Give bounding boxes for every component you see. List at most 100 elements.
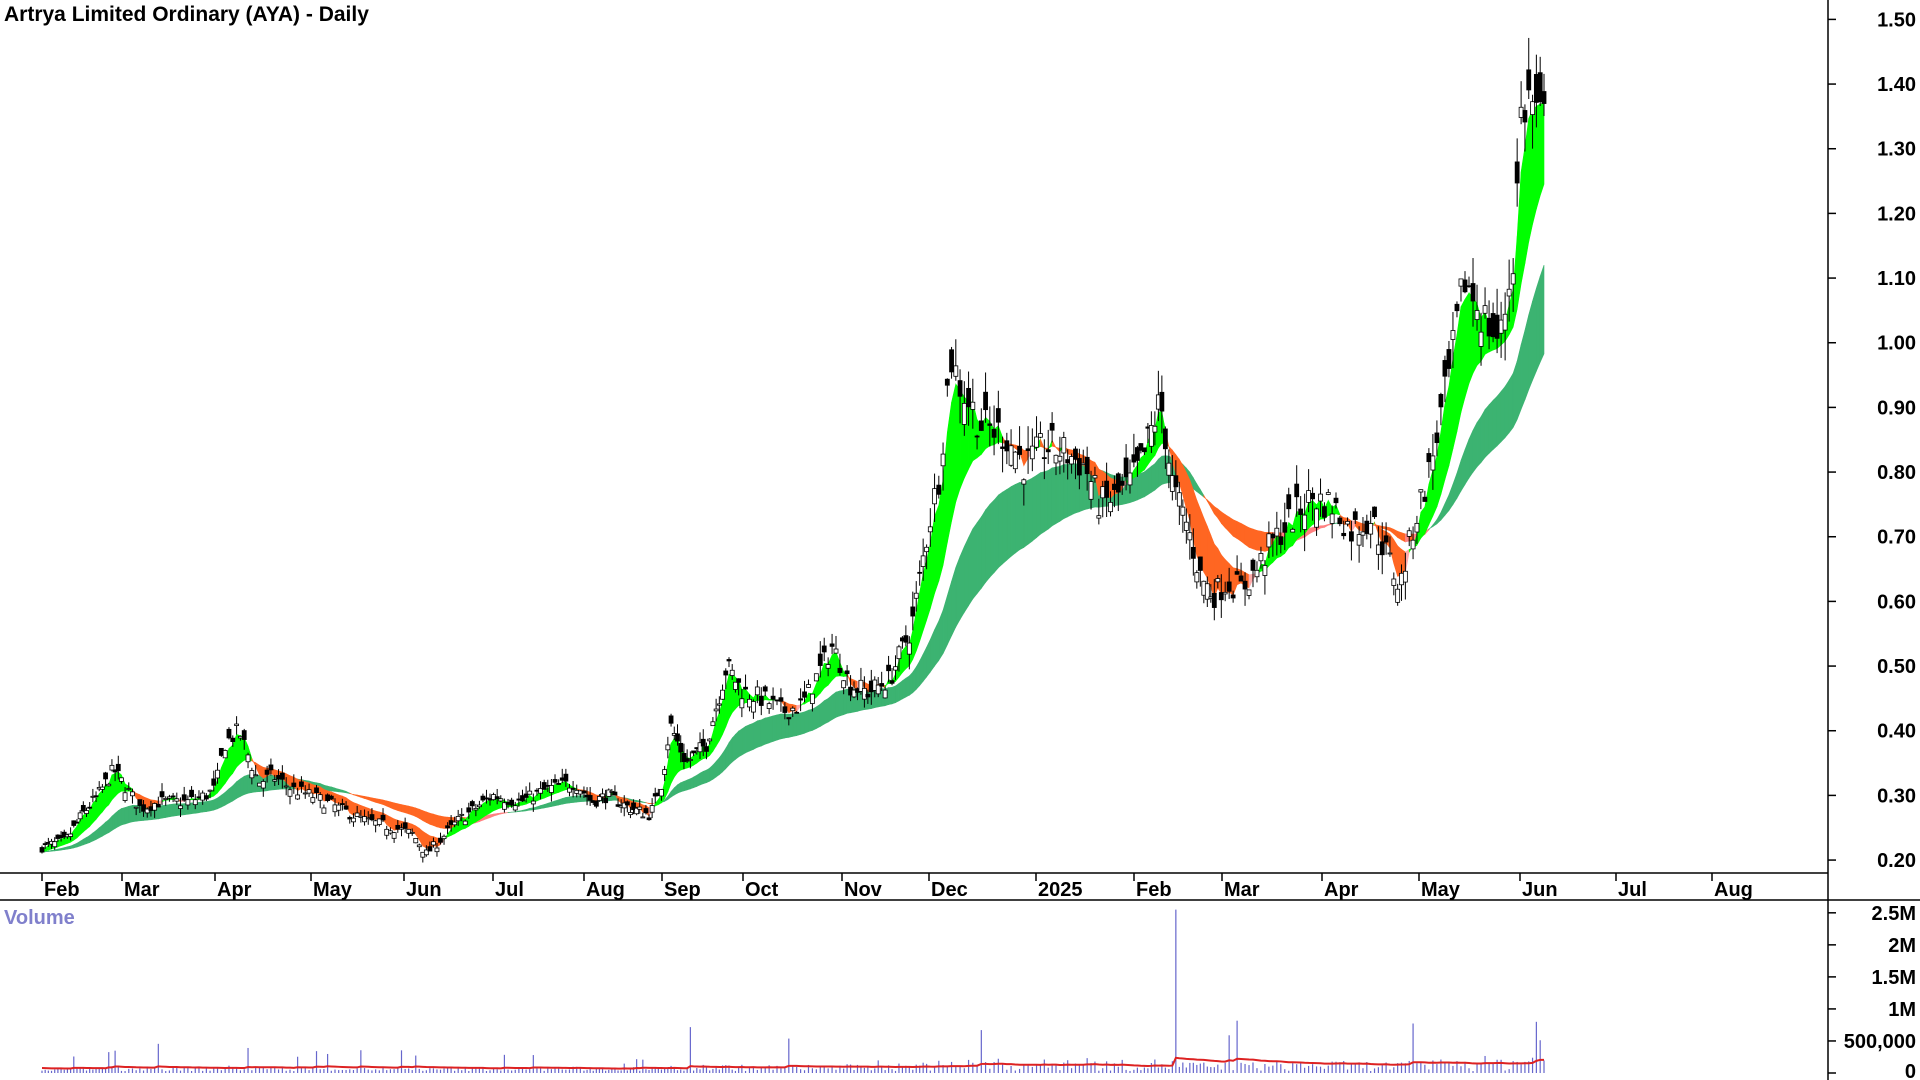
candle <box>821 637 827 662</box>
candle <box>970 378 976 429</box>
candle <box>882 686 888 699</box>
candle <box>1364 514 1370 540</box>
long-term-band-segment <box>390 801 395 810</box>
long-term-band-segment <box>371 797 376 803</box>
candle <box>1518 81 1524 125</box>
long-term-band-segment <box>561 797 567 805</box>
candle <box>1314 507 1319 536</box>
long-term-band-segment <box>1432 518 1438 528</box>
long-term-band-segment <box>1260 530 1266 552</box>
candle <box>119 777 124 784</box>
candle <box>983 372 988 423</box>
short-term-band-segment <box>922 560 927 631</box>
long-term-band-segment <box>51 849 56 852</box>
long-term-band-segment <box>959 546 965 621</box>
candle <box>643 805 649 815</box>
short-term-band-segment <box>1221 553 1226 595</box>
long-term-band-segment <box>1002 488 1008 565</box>
short-term-band-segment <box>255 762 260 775</box>
candle <box>1458 278 1464 302</box>
long-term-band-segment <box>565 796 570 804</box>
candle <box>1088 470 1094 510</box>
y-tick-label: 0.80 <box>1877 462 1916 484</box>
candle <box>1391 572 1397 596</box>
short-term-band-segment <box>98 789 103 817</box>
short-term-band-segment <box>1516 171 1522 310</box>
long-term-band-segment <box>345 790 351 795</box>
long-term-band-segment <box>221 791 226 808</box>
candle <box>336 802 342 817</box>
candle <box>295 787 301 800</box>
candle <box>662 765 668 782</box>
short-term-band-segment <box>472 809 477 825</box>
long-term-band-segment <box>728 737 733 766</box>
candle <box>837 653 843 676</box>
y-tick-label: 0.20 <box>1877 850 1916 872</box>
long-term-band-segment <box>753 720 758 750</box>
candle <box>1025 426 1031 474</box>
long-term-band-segment <box>712 760 717 780</box>
long-term-band-segment <box>922 647 927 683</box>
long-term-band-segment <box>349 792 354 796</box>
candle <box>1442 355 1448 403</box>
long-term-band-segment <box>1456 460 1462 500</box>
long-term-band-segment <box>114 809 119 830</box>
candle <box>1162 426 1168 469</box>
long-term-band-segment <box>1520 330 1526 410</box>
long-term-band-segment <box>745 724 750 754</box>
long-term-band-segment <box>128 804 133 824</box>
long-term-band-segment <box>76 840 81 848</box>
long-term-band-segment <box>158 805 163 820</box>
long-term-band-segment <box>1228 516 1234 537</box>
long-term-band-segment <box>725 741 730 770</box>
candle <box>283 777 289 796</box>
short-term-band-segment <box>972 401 978 462</box>
long-term-band-segment <box>693 774 698 789</box>
candle <box>1204 576 1210 607</box>
candle <box>927 508 933 547</box>
long-term-band-segment <box>819 700 825 728</box>
candle <box>306 783 312 797</box>
short-term-band-segment <box>1158 411 1163 449</box>
short-term-band-segment <box>1420 505 1426 540</box>
short-term-band-segment <box>1532 105 1537 225</box>
candle <box>376 818 382 827</box>
long-term-band-segment <box>330 786 336 792</box>
candle <box>704 742 709 760</box>
long-term-band-segment <box>415 807 420 819</box>
candle <box>71 820 77 828</box>
long-term-band-segment <box>404 804 409 815</box>
long-term-band-segment <box>1214 505 1219 519</box>
candle <box>1294 465 1300 517</box>
short-term-band-segment <box>1460 299 1466 413</box>
short-term-band-segment <box>482 800 487 818</box>
candle <box>189 786 194 799</box>
long-term-band-segment <box>780 713 786 740</box>
candle <box>697 732 703 760</box>
long-term-band-segment <box>915 659 920 691</box>
short-term-band-segment <box>895 660 900 683</box>
x-tick-label: 2025 <box>1038 879 1083 901</box>
long-term-band-segment <box>804 709 809 734</box>
candle <box>1017 426 1022 460</box>
candle <box>1274 511 1280 556</box>
long-term-band-segment <box>1444 494 1450 517</box>
long-term-band-segment <box>92 830 97 842</box>
candle <box>203 793 209 802</box>
short-term-band-segment <box>1182 465 1187 509</box>
candle <box>691 750 696 757</box>
candle <box>1084 446 1090 491</box>
candle <box>434 842 440 857</box>
candle <box>1541 73 1547 116</box>
long-term-band-segment <box>827 694 833 723</box>
long-term-band-segment <box>645 802 650 805</box>
long-term-band-segment <box>89 832 94 843</box>
candle <box>287 786 293 805</box>
candle <box>1148 411 1154 454</box>
candle <box>1514 138 1520 207</box>
candle <box>1462 271 1468 294</box>
long-term-band-segment <box>382 799 388 807</box>
candle <box>906 636 912 670</box>
long-term-band-segment <box>1047 467 1053 530</box>
